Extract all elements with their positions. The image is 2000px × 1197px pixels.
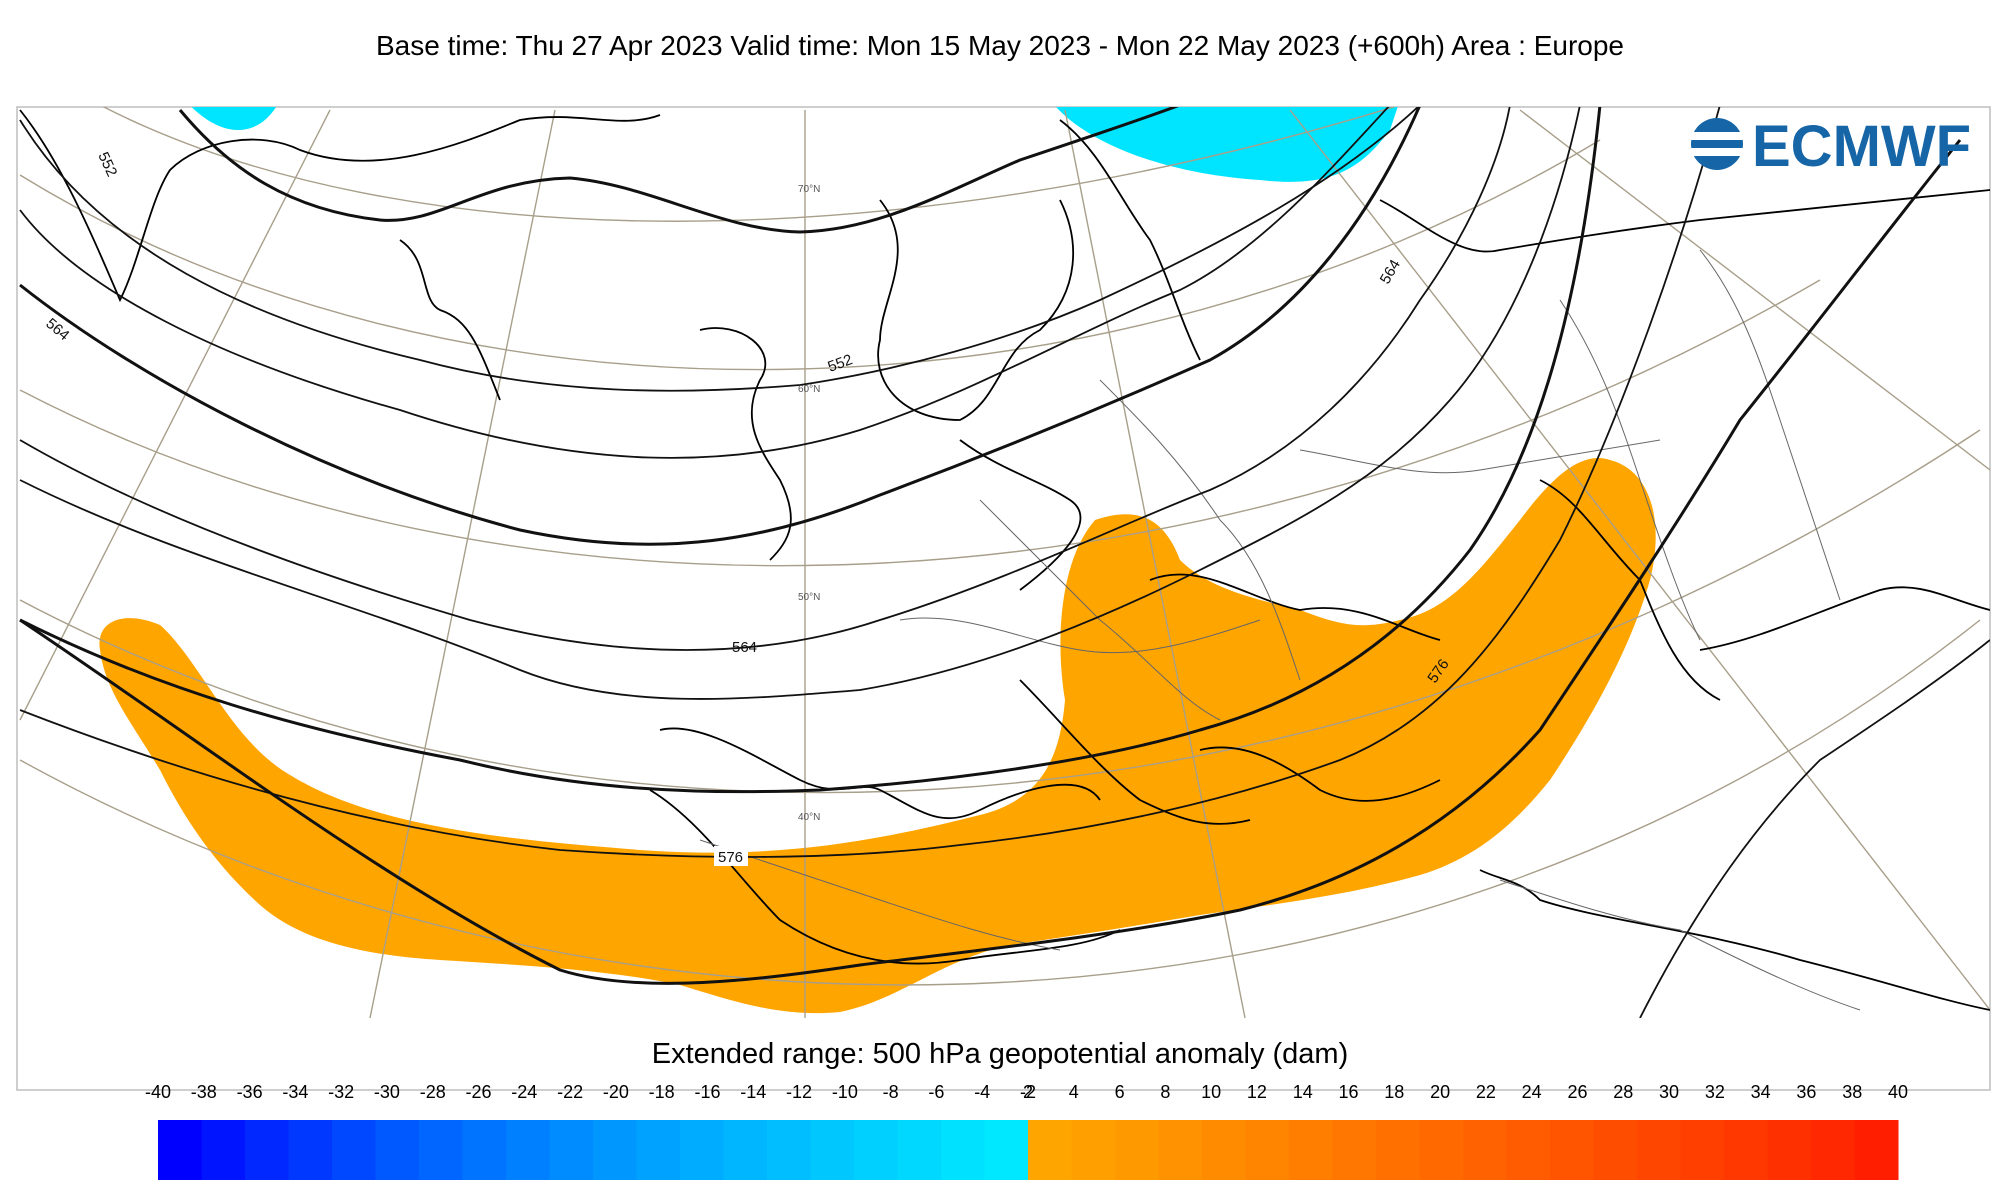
colorbar-tick-label: 22 (1475, 1082, 1496, 1102)
colorbar-tick-label: 16 (1338, 1082, 1359, 1102)
colorbar-tick-label: 12 (1246, 1082, 1267, 1102)
colorbar-tick-label: 10 (1201, 1082, 1222, 1102)
positive-anomaly-area (99, 458, 1656, 1014)
colorbar-tick-label: 2 (1022, 1082, 1033, 1102)
ecmwf-logo-icon (1691, 118, 1743, 170)
colorbar-tick-label: 26 (1567, 1082, 1588, 1102)
latitude-label: 50°N (798, 592, 820, 603)
colorbar-tick-label: 24 (1521, 1082, 1542, 1102)
colorbar-tick-label: -34 (282, 1082, 309, 1102)
colorbar-tick-label: 14 (1292, 1082, 1313, 1102)
contour-label-box (714, 846, 748, 866)
colorbar-tick-label: -10 (831, 1082, 858, 1102)
colorbar-tick-label: -32 (328, 1082, 355, 1102)
colorbar-tick-label: -16 (694, 1082, 721, 1102)
colorbar-tick-label: -26 (465, 1082, 492, 1102)
colorbar-tick-label: -14 (740, 1082, 767, 1102)
colorbar-tick-label: -18 (648, 1082, 675, 1102)
graticule (19, 107, 1990, 1018)
colorbar-tick-label: -22 (557, 1082, 584, 1102)
colorbar-tick-label: -28 (419, 1082, 446, 1102)
contour-label: 564 (732, 639, 757, 656)
colorbar-tick-label: 18 (1384, 1082, 1405, 1102)
contour-label: 576 (718, 849, 743, 866)
colorbar-tick-label: 40 (1887, 1082, 1909, 1102)
colorbar-tick-label: -8 (882, 1082, 899, 1102)
colorbar-tick-label: 32 (1704, 1082, 1725, 1102)
latitude-label: 70°N (798, 184, 820, 195)
colorbar-tick-label: 20 (1430, 1082, 1451, 1102)
colorbar-tick-label: 28 (1613, 1082, 1634, 1102)
colorbar-tick-label: -4 (974, 1082, 991, 1102)
negative-anomaly-area-northwest (191, 107, 276, 130)
colorbar-tick-label: -30 (373, 1082, 400, 1102)
country-borders (699, 249, 1861, 1011)
colorbar-tick-label: -36 (236, 1082, 263, 1102)
legend-title: Extended range: 500 hPa geopotential ano… (651, 1038, 1349, 1070)
colorbar-tick-label: 6 (1114, 1082, 1125, 1102)
negative-anomaly-area-north (1056, 107, 1398, 182)
colorbar-tick-label: 34 (1750, 1082, 1771, 1102)
colorbar-tick-label: -2 (1019, 1082, 1036, 1102)
colorbar-tick-label: 36 (1796, 1082, 1817, 1102)
ecmwf-logo: ECMWF (1683, 114, 1971, 179)
colorbar-tick-label: -38 (190, 1082, 217, 1102)
colorbar-tick-label: -24 (511, 1082, 538, 1102)
logo-stripe (1683, 132, 1751, 140)
colorbar-tick-label: -20 (602, 1082, 629, 1102)
colorbar-tick-label: 4 (1068, 1082, 1079, 1102)
latitude-labels: 70°N 60°N 50°N 40°N (798, 184, 820, 823)
chart-title: Base time: Thu 27 Apr 2023 Valid time: M… (375, 30, 1625, 61)
colorbar-tick-label: 38 (1842, 1082, 1863, 1102)
colorbar-tick-label: -6 (928, 1082, 945, 1102)
colorbar-tick-label: 8 (1160, 1082, 1171, 1102)
colorbar-tick-label: -40 (144, 1082, 171, 1102)
colorbar-tick-label: 30 (1659, 1082, 1680, 1102)
colorbar-tick-label: -12 (786, 1082, 813, 1102)
logo-text: ECMWF (1752, 114, 1971, 179)
latitude-label: 60°N (798, 384, 820, 395)
logo-stripe (1683, 148, 1751, 156)
geopotential-contours (19, 107, 1990, 1018)
latitude-label: 40°N (798, 812, 820, 823)
